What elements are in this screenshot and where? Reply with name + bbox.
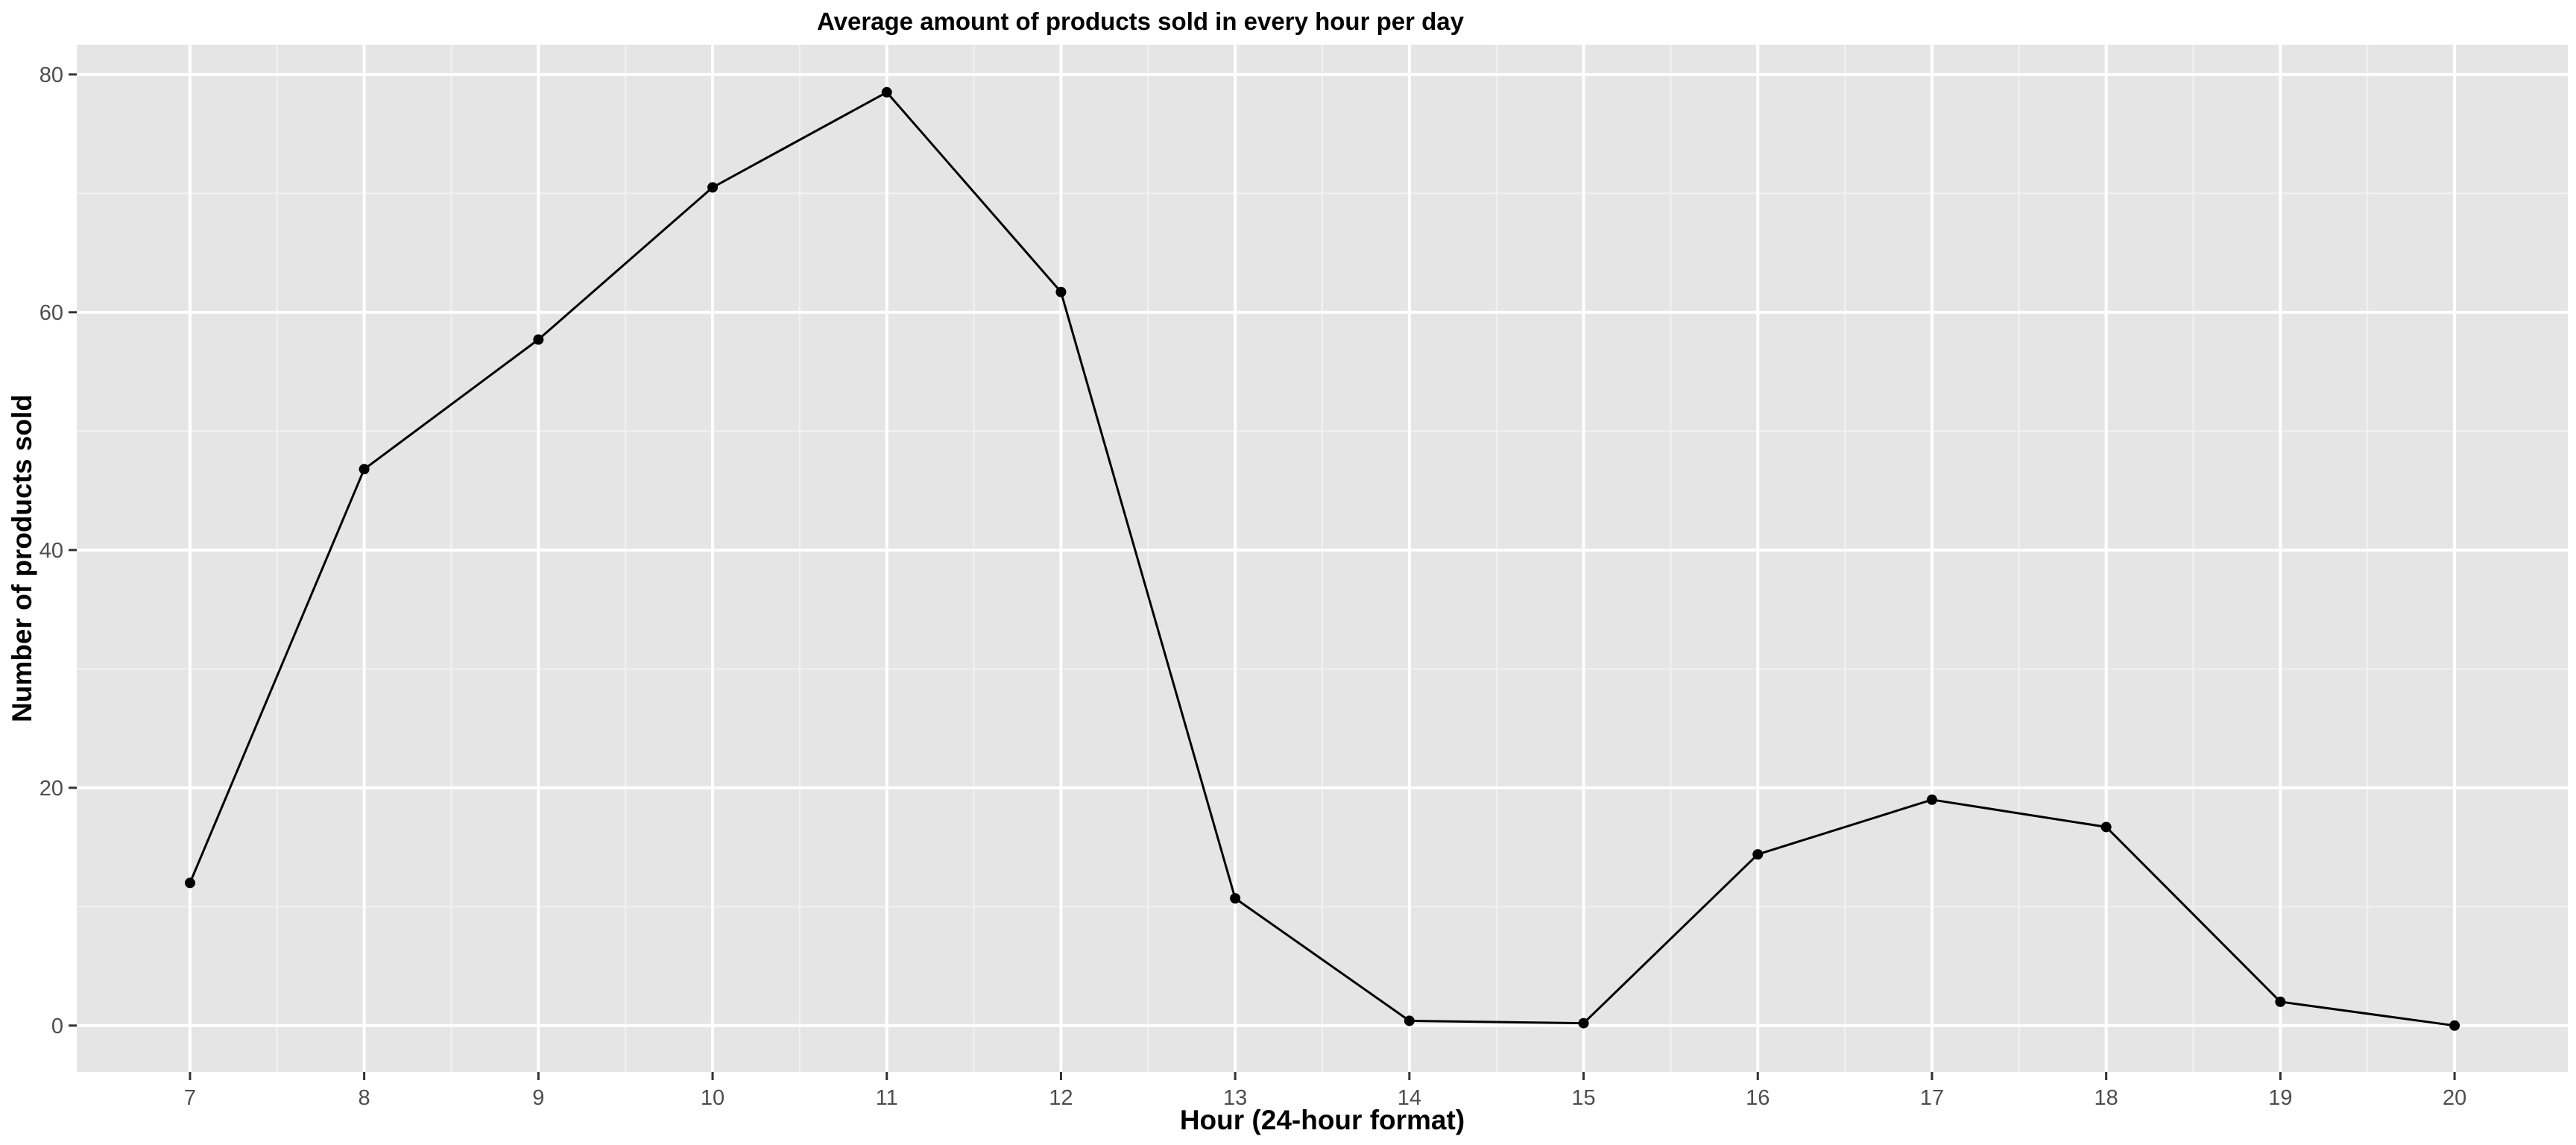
data-point [1752, 849, 1764, 860]
data-point [1578, 1018, 1589, 1029]
chart-title: Average amount of products sold in every… [817, 7, 1465, 35]
x-tick-label: 10 [701, 1086, 724, 1110]
data-point [2449, 1020, 2460, 1031]
major-gridlines [77, 45, 2568, 1072]
data-point [881, 86, 892, 98]
series-points [184, 86, 2460, 1031]
x-axis-title: Hour (24-hour format) [1180, 1105, 1465, 1135]
x-tick-label: 7 [184, 1086, 196, 1110]
data-point [1230, 893, 1241, 904]
data-point [2100, 821, 2112, 833]
x-tick-label: 19 [2268, 1086, 2292, 1110]
axis-ticks [69, 73, 2456, 1080]
x-tick-label: 18 [2094, 1086, 2118, 1110]
x-tick-label: 16 [1746, 1086, 1770, 1110]
data-point [1055, 286, 1067, 297]
minor-gridlines [77, 45, 2568, 1072]
data-point [1404, 1015, 1415, 1026]
x-tick-label: 8 [359, 1086, 370, 1110]
x-tick-label: 13 [1223, 1086, 1247, 1110]
y-tick-label: 20 [40, 777, 63, 801]
x-tick-label: 12 [1049, 1086, 1073, 1110]
y-axis-tick-labels: 0 20 40 60 80 [40, 63, 63, 1038]
y-tick-label: 80 [40, 63, 63, 87]
y-tick-label: 40 [40, 539, 63, 563]
data-point [359, 464, 370, 475]
series-line [189, 91, 2455, 1027]
data-point [533, 334, 544, 345]
data-point [707, 182, 719, 193]
y-tick-label: 60 [40, 301, 63, 325]
x-tick-label: 20 [2443, 1086, 2466, 1110]
x-tick-label: 14 [1398, 1086, 1421, 1110]
series-line-group [189, 91, 2455, 1027]
x-tick-label: 11 [876, 1086, 898, 1110]
y-axis-title: Number of products sold [7, 394, 37, 722]
x-axis-tick-labels: 7 8 9 10 11 12 13 14 15 16 17 18 19 20 [184, 1086, 2466, 1110]
data-point [1926, 794, 1937, 805]
y-tick-label: 0 [51, 1015, 63, 1038]
x-tick-label: 17 [1920, 1086, 1944, 1110]
x-tick-label: 9 [532, 1086, 544, 1110]
data-point [2275, 996, 2286, 1007]
data-point [184, 877, 195, 889]
x-tick-label: 15 [1571, 1086, 1595, 1110]
